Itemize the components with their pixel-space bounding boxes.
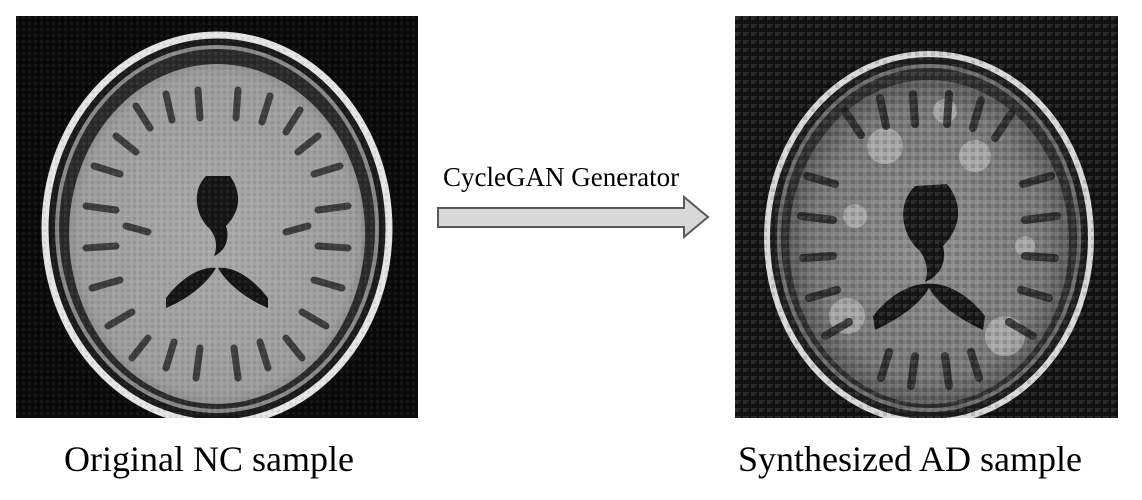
synthesized-ad-mri-image (735, 16, 1118, 418)
synthesized-ad-caption: Synthesized AD sample (738, 439, 1082, 479)
right-arrow-icon (437, 195, 710, 240)
synthesized-ad-brain-scan (735, 16, 1118, 418)
cyclegan-generator-label: CycleGAN Generator (443, 162, 680, 192)
original-nc-caption: Original NC sample (64, 439, 354, 479)
original-nc-mri-image (16, 16, 418, 418)
original-nc-brain-scan (16, 16, 418, 418)
